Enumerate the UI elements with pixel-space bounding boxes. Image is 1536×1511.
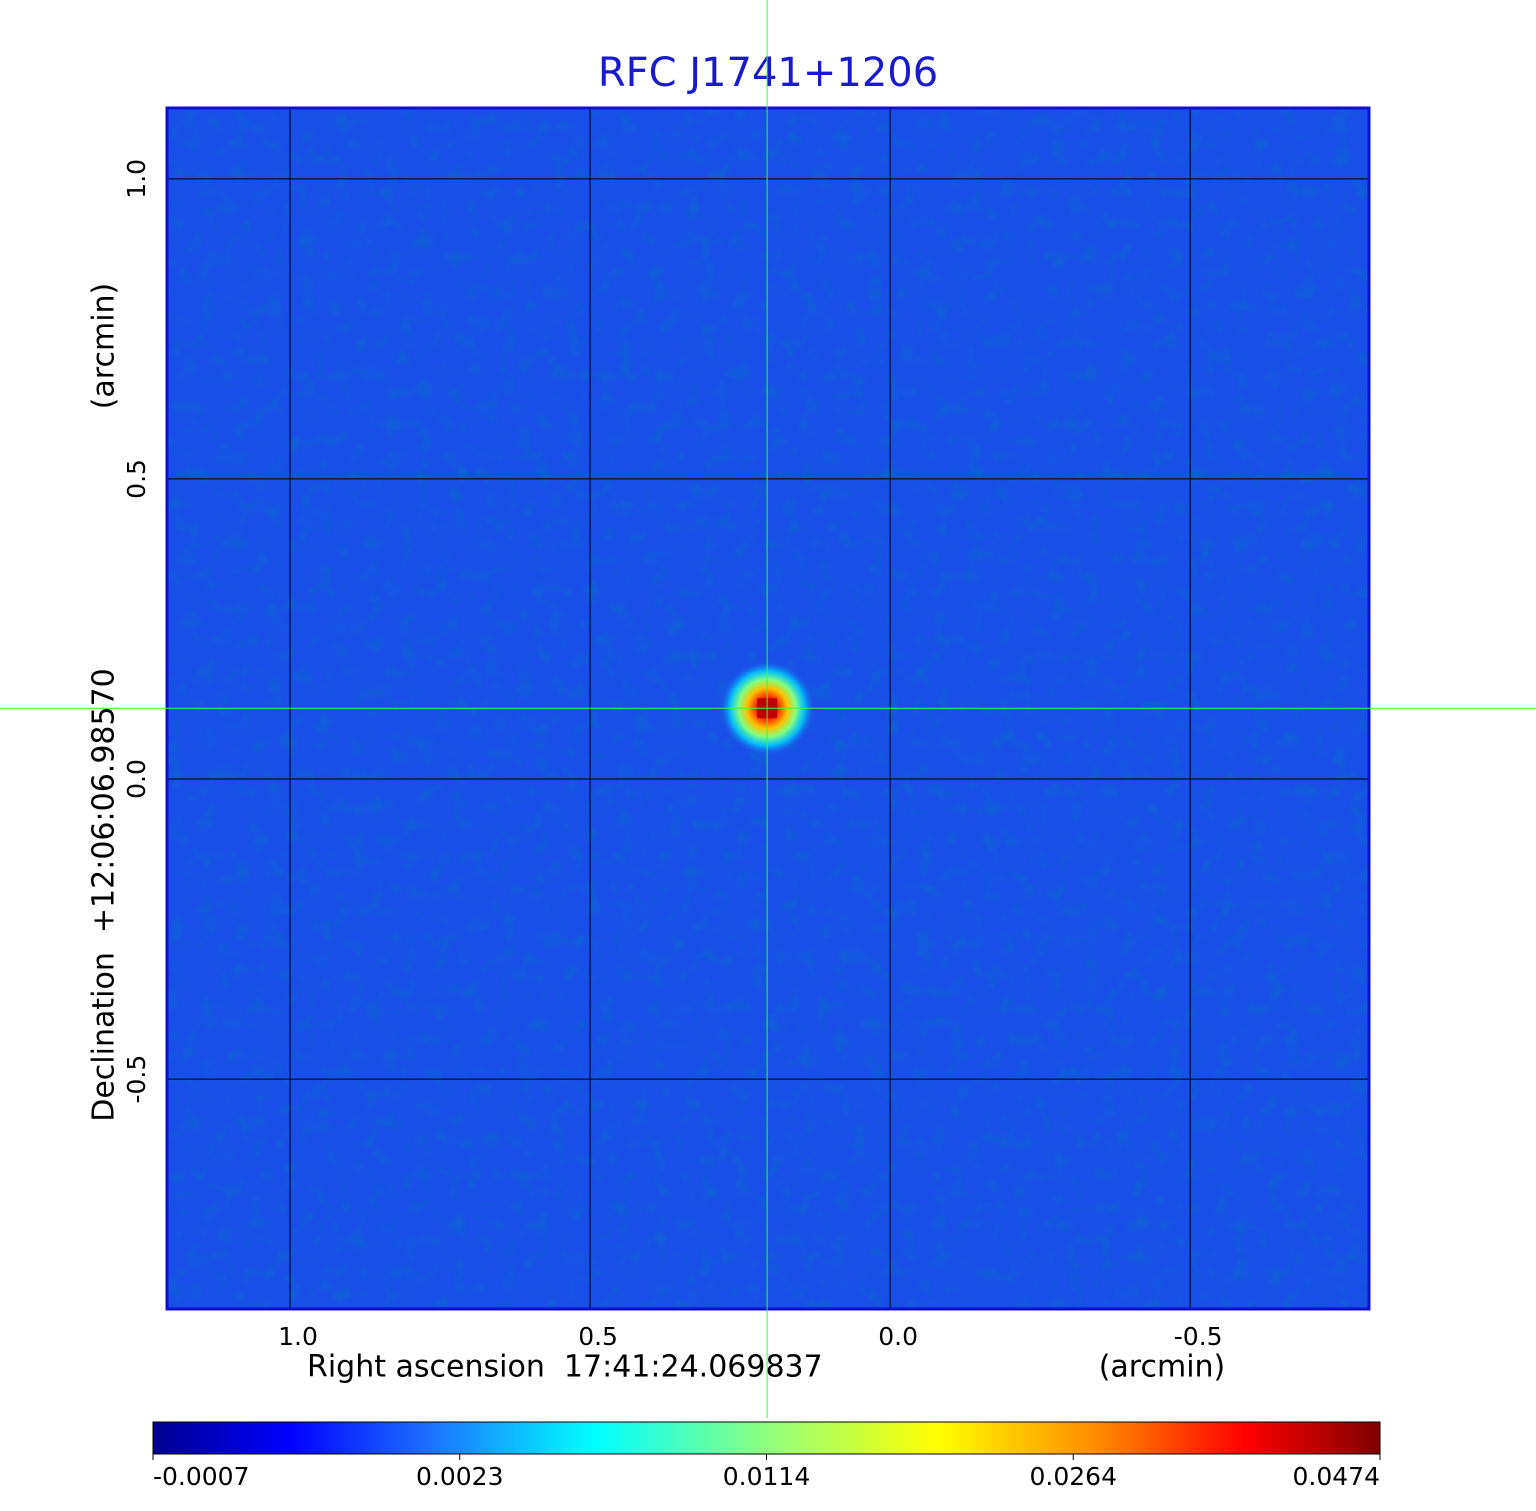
y-tick-label: 0.5 — [122, 459, 151, 499]
colorbar-tick-label: 0.0023 — [416, 1462, 503, 1491]
chart-title: RFC J1741+1206 — [598, 50, 938, 96]
y-tick-label: 1.0 — [122, 159, 151, 199]
x-axis-unit: (arcmin) — [1099, 1350, 1226, 1385]
y-tick-label: 0.0 — [122, 759, 151, 799]
x-axis-label: Right ascension 17:41:24.069837 — [307, 1350, 823, 1385]
colorbar — [152, 1421, 1381, 1455]
colorbar-tick-label: 0.0264 — [1030, 1462, 1117, 1491]
x-tick-label: -0.5 — [1174, 1322, 1223, 1351]
x-tick-label: 0.0 — [878, 1322, 918, 1351]
y-axis-unit: (arcmin) — [87, 283, 122, 410]
y-tick-label: -0.5 — [122, 1055, 151, 1104]
y-axis-label: Declination +12:06:06.98570 — [87, 668, 122, 1122]
colorbar-tick-label: 0.0474 — [1293, 1462, 1380, 1491]
x-tick-label: 1.0 — [278, 1322, 318, 1351]
x-tick-label: 0.5 — [578, 1322, 618, 1351]
colorbar-tick-label: -0.0007 — [153, 1462, 250, 1491]
colorbar-tick-label: 0.0114 — [723, 1462, 810, 1491]
